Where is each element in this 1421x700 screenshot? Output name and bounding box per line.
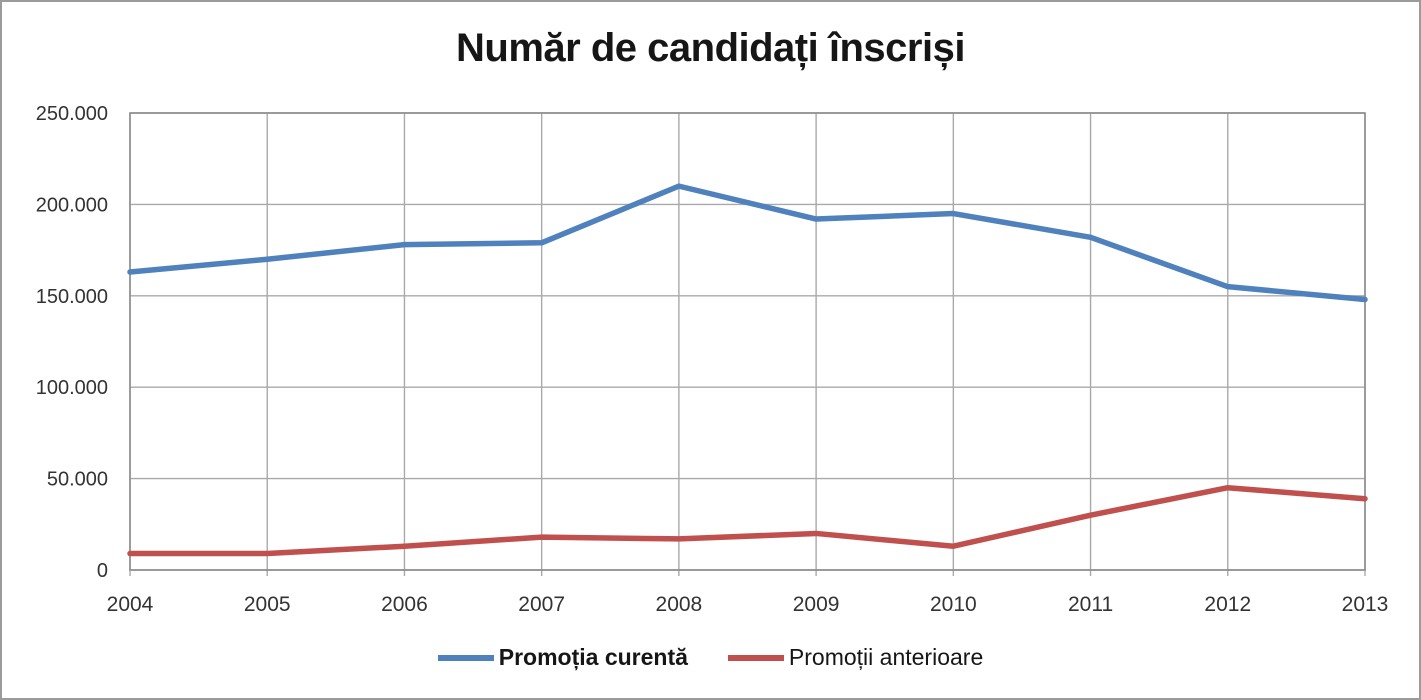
x-axis-tick-label: 2013 <box>1342 593 1389 616</box>
x-axis-tick-label: 2007 <box>518 593 565 616</box>
chart-title: Număr de candidați înscriși <box>456 26 965 70</box>
legend-label-promotia-curenta: Promoția curentă <box>498 644 688 670</box>
y-axis-tick-label: 150.000 <box>36 286 108 308</box>
legend-label-promotii-anterioare: Promoții anterioare <box>788 644 984 670</box>
x-axis-tick-label: 2008 <box>656 593 703 616</box>
y-axis-tick-label: 0 <box>97 560 108 582</box>
legend: Promoția curentă Promoții anterioare <box>2 644 1419 671</box>
x-axis-tick-label: 2011 <box>1068 593 1113 616</box>
plot-border <box>129 112 1366 571</box>
x-axis-tick-label: 2009 <box>793 593 840 616</box>
x-axis-tick-label: 2006 <box>381 593 428 616</box>
y-axis-tick-label: 100.000 <box>36 377 108 399</box>
y-axis-tick-label: 50.000 <box>47 469 108 491</box>
x-axis-tick-label: 2005 <box>244 593 291 616</box>
x-axis-tick-label: 2004 <box>107 593 154 616</box>
legend-item-promotii-anterioare: Promoții anterioare <box>727 644 984 671</box>
legend-line-swatch-red <box>727 654 784 661</box>
y-axis-tick-label: 200.000 <box>36 194 108 216</box>
x-axis-tick-label: 2010 <box>930 593 977 616</box>
y-axis-tick-label: 250.000 <box>36 103 108 125</box>
series-line-promotia-curenta <box>127 183 1368 303</box>
x-axis-tick-label: 2012 <box>1204 593 1251 616</box>
legend-line-swatch-blue <box>437 654 494 661</box>
legend-item-promotia-curenta: Promoția curentă <box>437 644 688 671</box>
series-line-promotii-anterioare <box>127 484 1368 557</box>
